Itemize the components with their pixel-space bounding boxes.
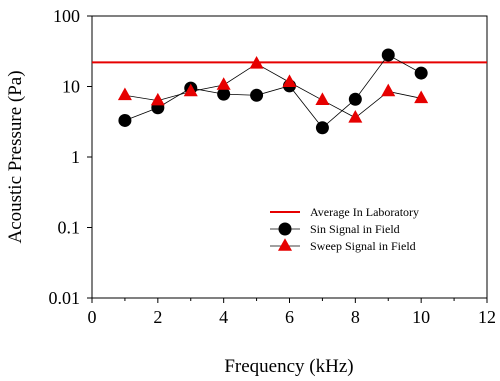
- y-tick-label: 0.1: [58, 218, 81, 238]
- legend-marker-circle: [278, 222, 292, 236]
- x-tick-label: 12: [478, 307, 496, 327]
- sweep-signal-point: [414, 90, 429, 104]
- plot-frame: [91, 15, 488, 299]
- x-tick-label: 4: [219, 307, 228, 327]
- x-axis: 0 2 4 6 8 10 12: [88, 298, 496, 327]
- legend-label: Sin Signal in Field: [310, 222, 400, 236]
- sin-signal-point: [348, 92, 362, 106]
- y-tick-label: 100: [53, 6, 80, 26]
- legend-label: Average In Laboratory: [310, 205, 419, 219]
- sweep-signal-point: [249, 55, 264, 69]
- sweep-signal-line: [124, 63, 422, 119]
- sin-signal-line: [124, 54, 422, 129]
- sin-signal-point: [250, 88, 264, 102]
- sin-signal-point: [118, 113, 132, 127]
- sweep-signal-point: [348, 109, 363, 123]
- sweep-signal-point: [282, 74, 297, 88]
- x-tick-label: 2: [153, 307, 162, 327]
- sweep-signal-point: [183, 83, 198, 97]
- sweep-signal-point: [216, 77, 231, 90]
- y-axis: 0.01 0.1 1 10 100: [49, 6, 92, 308]
- sin-signal-point: [381, 48, 395, 62]
- legend: Average In Laboratory Sin Signal in Field…: [270, 205, 419, 253]
- sweep-signal-point: [315, 92, 330, 105]
- series-layer: [92, 48, 487, 135]
- sweep-signal-point: [117, 87, 132, 101]
- sweep-signal-point: [381, 83, 396, 97]
- sin-signal-point: [414, 66, 428, 80]
- x-tick-label: 0: [88, 307, 97, 327]
- x-tick-label: 10: [412, 307, 430, 327]
- sin-signal-point: [315, 121, 329, 135]
- legend-label: Sweep Signal in Field: [310, 239, 416, 253]
- x-tick-label: 6: [285, 307, 294, 327]
- y-tick-label: 1: [71, 147, 80, 167]
- y-axis-title: Acoustic Pressure (Pa): [5, 70, 26, 243]
- legend-marker-triangle: [278, 238, 292, 251]
- x-axis-title: Frequency (kHz): [224, 356, 353, 377]
- y-tick-label: 0.01: [49, 288, 81, 308]
- sweep-signal-point: [150, 92, 165, 106]
- sin-signal-point: [217, 87, 231, 101]
- x-tick-label: 8: [351, 307, 360, 327]
- y-tick-label: 10: [62, 77, 80, 97]
